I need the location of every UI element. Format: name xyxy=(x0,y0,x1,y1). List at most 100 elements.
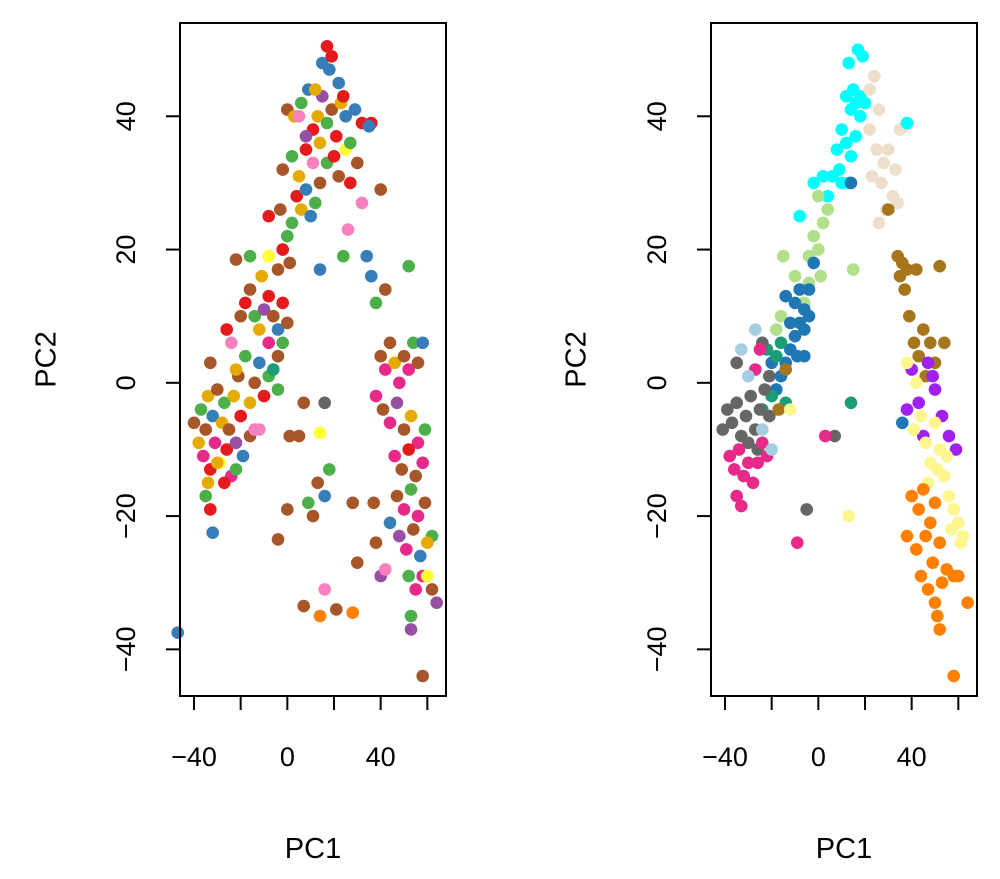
data-point xyxy=(276,296,290,310)
data-point xyxy=(306,156,320,170)
data-point xyxy=(882,203,895,216)
data-point xyxy=(318,396,332,410)
data-point xyxy=(402,443,416,456)
data-point xyxy=(309,83,322,96)
data-point xyxy=(910,263,923,276)
data-point xyxy=(900,116,914,130)
data-point xyxy=(407,523,420,536)
data-point xyxy=(912,349,925,363)
data-point xyxy=(952,569,965,583)
data-point xyxy=(746,476,760,490)
data-point xyxy=(243,249,257,263)
data-point xyxy=(332,76,346,90)
data-point xyxy=(907,423,921,436)
data-point xyxy=(374,349,388,363)
data-point xyxy=(267,309,280,323)
data-point xyxy=(383,516,397,530)
data-point xyxy=(337,249,350,263)
data-point xyxy=(933,623,946,636)
data-point xyxy=(337,90,350,103)
data-point xyxy=(299,183,313,196)
data-point xyxy=(774,309,788,323)
data-point xyxy=(311,476,325,490)
data-point xyxy=(802,309,816,323)
data-point xyxy=(798,323,811,336)
data-point xyxy=(379,283,392,296)
data-point xyxy=(928,416,942,430)
data-point xyxy=(379,563,392,576)
data-point xyxy=(262,249,276,263)
data-point xyxy=(774,336,788,350)
data-point xyxy=(802,283,816,296)
data-point xyxy=(376,403,390,416)
data-point xyxy=(917,483,930,496)
data-point xyxy=(926,556,939,569)
y-tick-label: 20 xyxy=(111,235,141,265)
data-point xyxy=(327,150,341,163)
data-point xyxy=(849,130,862,143)
data-point xyxy=(365,269,378,283)
data-point xyxy=(409,583,423,596)
points-layer xyxy=(716,43,974,683)
data-point xyxy=(346,606,360,619)
x-tick-label: 40 xyxy=(366,742,396,772)
data-point xyxy=(816,170,830,183)
data-point xyxy=(257,389,271,403)
data-point xyxy=(302,496,315,510)
data-point xyxy=(835,123,848,136)
data-point xyxy=(931,463,944,476)
data-point xyxy=(204,503,217,516)
data-point xyxy=(772,403,785,416)
data-point xyxy=(271,263,285,276)
data-point xyxy=(313,263,327,276)
data-point xyxy=(816,216,830,230)
data-point xyxy=(770,323,783,336)
data-point xyxy=(919,436,932,450)
data-point xyxy=(348,103,362,116)
data-point xyxy=(928,496,942,510)
data-point xyxy=(830,143,844,156)
data-point xyxy=(914,569,928,583)
data-point xyxy=(728,463,741,476)
data-point xyxy=(271,383,285,396)
data-point xyxy=(730,489,743,503)
data-point xyxy=(856,50,869,63)
data-point xyxy=(898,283,911,296)
data-point xyxy=(896,416,909,430)
data-point xyxy=(430,596,444,609)
data-point xyxy=(199,423,212,436)
data-point xyxy=(369,296,383,310)
data-point xyxy=(756,423,769,436)
data-point xyxy=(788,269,802,283)
data-point xyxy=(924,336,937,350)
plot-frame xyxy=(179,22,447,697)
data-point xyxy=(262,336,276,350)
data-point xyxy=(311,110,325,123)
data-point xyxy=(229,363,243,376)
data-point xyxy=(947,669,960,683)
data-point xyxy=(271,533,285,546)
data-point xyxy=(194,403,208,416)
data-point xyxy=(227,389,240,403)
data-point xyxy=(299,130,313,143)
data-point xyxy=(402,259,416,273)
data-point xyxy=(833,163,846,176)
data-point xyxy=(753,343,767,356)
data-point xyxy=(868,70,881,83)
data-point xyxy=(411,356,425,370)
data-point xyxy=(330,603,343,616)
data-point xyxy=(418,496,432,510)
data-point xyxy=(777,249,790,263)
y-tick-label: 20 xyxy=(642,235,672,265)
data-point xyxy=(938,336,951,350)
data-point xyxy=(383,336,397,350)
data-point xyxy=(421,569,434,583)
x-tick-label: −40 xyxy=(702,742,748,772)
data-point xyxy=(171,626,184,639)
data-point xyxy=(222,423,236,436)
data-point xyxy=(793,283,806,296)
data-point xyxy=(351,556,364,569)
data-point xyxy=(872,216,886,230)
data-point xyxy=(295,96,308,110)
data-point xyxy=(255,269,268,283)
